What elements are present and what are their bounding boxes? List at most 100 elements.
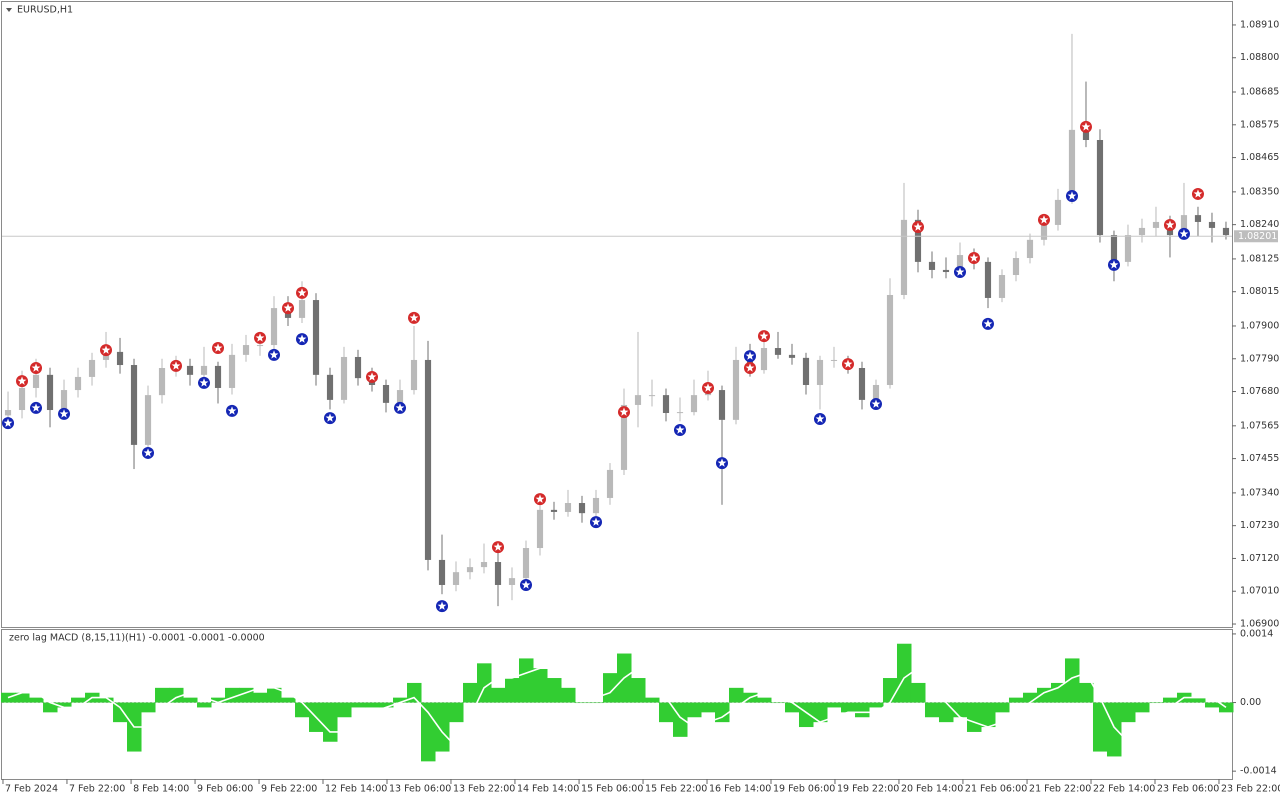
candle-body — [648, 395, 656, 397]
candle-body — [1082, 129, 1090, 140]
candle-body — [788, 354, 796, 358]
histogram-bar — [351, 702, 366, 708]
candle-body — [326, 374, 334, 400]
candle-body — [4, 410, 12, 416]
indicator-y-tick-label: 0.00 — [1240, 697, 1261, 708]
signal-star — [325, 413, 335, 422]
histogram-bar — [449, 702, 464, 723]
candle-body — [1138, 227, 1146, 236]
sell-signal — [100, 344, 113, 357]
candle-body — [116, 351, 124, 366]
buy-signal — [30, 401, 43, 414]
candle-body — [1054, 199, 1062, 225]
histogram-bar — [840, 702, 856, 713]
buy-signal — [673, 423, 686, 436]
indicator-label: zero lag MACD (8,15,11)(H1) -0.0001 -0.0… — [9, 633, 265, 644]
candle-body — [494, 562, 502, 585]
histogram-bar — [714, 702, 730, 723]
buy-signal — [2, 417, 15, 430]
current-price-box — [1234, 230, 1278, 243]
signal-star — [1067, 191, 1077, 200]
x-tick-label: 21 Feb 06:00 — [965, 784, 1027, 795]
y-tick-label: 1.08125 — [1240, 253, 1279, 264]
histogram-bar — [43, 702, 58, 713]
candle-body — [998, 275, 1006, 298]
candle-body — [1124, 235, 1132, 262]
signal-star — [255, 333, 265, 342]
x-tick-label: 19 Feb 06:00 — [773, 784, 835, 795]
candle-body — [690, 395, 698, 413]
signal-star — [31, 403, 41, 412]
histogram-bar — [1022, 692, 1038, 703]
histogram-bar — [29, 697, 44, 703]
histogram-bar — [686, 702, 702, 718]
histogram-bar — [910, 682, 926, 703]
sell-signal — [254, 331, 267, 344]
candle-body — [1096, 139, 1104, 236]
signal-star — [1165, 220, 1175, 229]
histogram-bar — [141, 702, 156, 713]
signal-star — [745, 351, 755, 360]
candle-body — [508, 578, 516, 585]
candle-body — [634, 395, 642, 405]
candle-body — [522, 548, 530, 579]
signal-star — [227, 406, 237, 415]
x-tick-label: 14 Feb 14:00 — [517, 784, 579, 795]
histogram-bar — [756, 697, 772, 703]
sell-signal — [170, 359, 183, 372]
y-tick-label: 1.07565 — [1240, 420, 1279, 431]
signal-star — [717, 458, 727, 467]
candle-body — [1208, 221, 1216, 228]
histogram-bar — [365, 702, 380, 708]
buy-signal — [813, 412, 826, 425]
candle-body — [718, 390, 726, 420]
signal-star — [843, 359, 853, 368]
buy-signal — [1107, 258, 1120, 271]
histogram-bar — [658, 702, 674, 723]
signal-star — [1193, 189, 1203, 198]
signal-star — [955, 267, 965, 276]
histogram-bar — [924, 702, 940, 718]
candle-body — [74, 376, 82, 391]
candle-body — [592, 497, 600, 514]
histogram-bar — [812, 702, 828, 723]
signal-star — [409, 313, 419, 322]
histogram-bar — [603, 673, 618, 703]
histogram-bar — [938, 702, 954, 723]
candle-body — [480, 562, 488, 568]
buy-signal — [1065, 190, 1078, 203]
candle-body — [452, 572, 460, 585]
signal-star — [1081, 122, 1091, 131]
histogram-bar — [1106, 702, 1122, 757]
y-tick-label: 1.08015 — [1240, 286, 1279, 297]
candle-body — [900, 219, 908, 295]
signal-star — [493, 542, 503, 551]
candle-body — [1110, 235, 1118, 262]
y-tick-label: 1.08465 — [1240, 152, 1279, 163]
sell-signal — [534, 493, 547, 506]
signal-star — [521, 580, 531, 589]
sell-signal — [16, 375, 29, 388]
y-tick-label: 1.08685 — [1240, 87, 1279, 98]
candle-body — [214, 365, 222, 388]
histogram-bar — [1064, 658, 1080, 703]
sell-signal — [1191, 187, 1204, 200]
histogram-bar — [728, 687, 744, 703]
histogram-bar — [1148, 702, 1164, 704]
histogram-bar — [183, 697, 198, 703]
x-tick-label: 7 Feb 22:00 — [69, 784, 125, 795]
indicator-y-tick-label: -0.0014 — [1240, 766, 1277, 777]
symbol-menu-arrow[interactable] — [6, 8, 12, 12]
x-tick-label: 12 Feb 14:00 — [325, 784, 387, 795]
buy-signal — [590, 516, 603, 529]
signal-star — [297, 334, 307, 343]
histogram-bar — [868, 702, 884, 708]
candle-body — [984, 261, 992, 298]
histogram-bar — [966, 702, 982, 732]
histogram-bar — [407, 682, 422, 703]
histogram-bar — [15, 692, 30, 703]
candle-body — [298, 300, 306, 318]
candle-body — [410, 359, 418, 391]
sell-signal — [366, 370, 379, 383]
